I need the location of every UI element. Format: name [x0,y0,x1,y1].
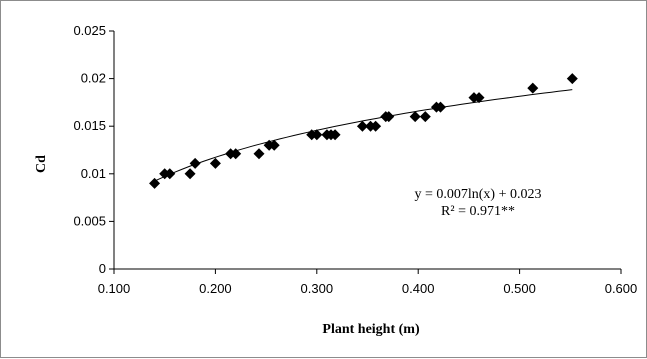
data-point [473,92,485,104]
x-tick-label: 0.500 [503,281,536,296]
y-tick-label: 0.025 [73,23,106,38]
x-tick-labels: 0.100 0.200 0.300 0.400 0.500 0.600 [98,269,638,296]
data-point [419,111,431,123]
data-point [253,148,265,160]
data-point [329,129,341,141]
data-point [435,101,447,113]
data-point [184,168,196,180]
r-squared-label: R² = 0.971** [441,204,515,219]
x-tick-label: 0.300 [301,281,334,296]
data-point [164,168,176,180]
data-point [566,73,578,85]
x-tick-label: 0.400 [402,281,435,296]
y-tick-label: 0.01 [81,166,106,181]
y-tick-label: 0.005 [73,213,106,228]
data-point [189,157,201,169]
data-point [383,111,395,123]
data-point [527,82,539,94]
x-axis-title: Plant height (m) [322,322,420,337]
trendline [154,89,573,182]
trendline-equation: y = 0.007ln(x) + 0.023 [414,187,541,202]
data-point [268,139,280,151]
y-tick-label: 0.02 [81,71,106,86]
y-tick-label: 0 [99,261,106,276]
data-points [149,73,578,189]
x-tick-label: 0.200 [199,281,232,296]
x-tick-label: 0.600 [605,281,638,296]
data-point [230,148,242,160]
y-tick-label: 0.015 [73,118,106,133]
data-point [311,129,323,141]
data-point [149,177,161,189]
data-point [409,111,421,123]
data-point [209,157,221,169]
data-point [370,120,382,132]
y-axis-title: Cd [34,155,49,173]
y-tick-labels: 0 0.005 0.01 0.015 0.02 0.025 [73,23,114,276]
data-point [356,120,368,132]
x-tick-label: 0.100 [98,281,131,296]
